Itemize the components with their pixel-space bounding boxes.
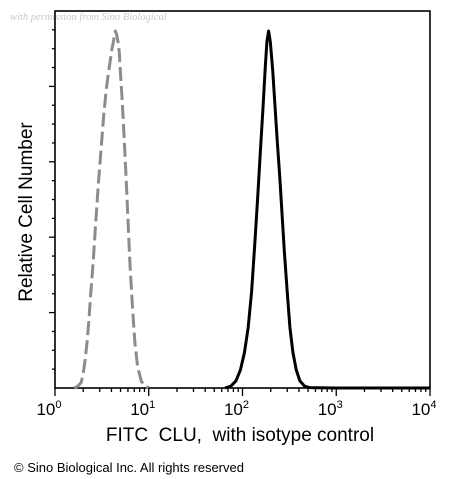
x-tick-label: 102: [224, 399, 249, 419]
x-tick-label: 101: [130, 399, 155, 419]
watermark-text: with permission from Sino Biological: [10, 12, 167, 23]
x-axis-ticks: [54, 388, 431, 396]
x-tick-label: 103: [318, 399, 343, 419]
x-axis-tick-labels: 100 101 102 103 104: [36, 399, 436, 419]
x-axis-label: FITC CLU, with isotype control: [106, 425, 374, 446]
x-tick-label: 104: [411, 399, 436, 419]
series-line-2: [224, 29, 430, 390]
plot-frame: [54, 10, 431, 389]
copyright-text: © Sino Biological Inc. All rights reserv…: [14, 460, 244, 475]
y-axis-label: Relative Cell Number: [16, 122, 37, 302]
series-line-1: [73, 29, 150, 390]
plot-area: [54, 10, 431, 390]
y-axis-ticks: [49, 29, 55, 370]
x-tick-label: 100: [36, 399, 61, 419]
